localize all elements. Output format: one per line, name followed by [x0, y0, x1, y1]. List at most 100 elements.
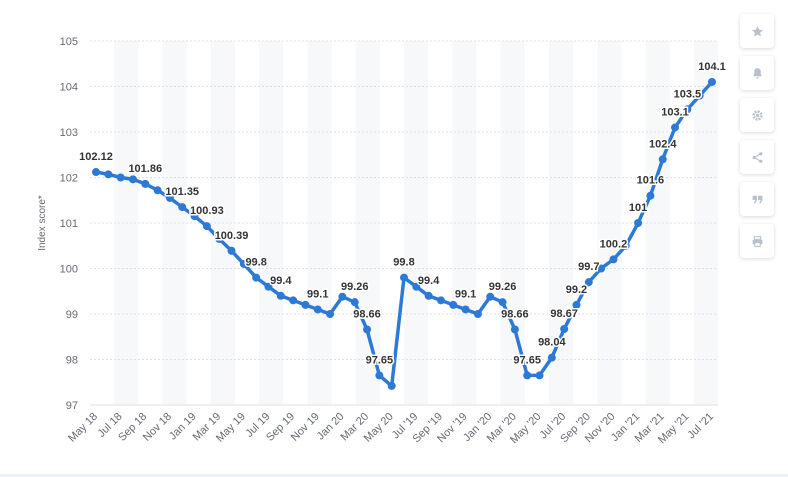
data-point [92, 168, 100, 177]
data-label: 98.66 [501, 308, 529, 320]
data-label: 102.12 [79, 151, 113, 163]
share-button[interactable] [740, 140, 774, 174]
y-tick-label: 103 [60, 127, 78, 139]
plot-band [693, 41, 718, 405]
y-tick-label: 97 [66, 400, 78, 412]
plot-band [597, 41, 622, 405]
plot-band [548, 41, 574, 405]
data-point [400, 273, 408, 282]
data-point [289, 296, 298, 305]
data-point [104, 170, 113, 179]
data-label: 99.1 [307, 288, 328, 300]
plot-band [645, 41, 670, 405]
data-point [658, 155, 667, 164]
y-axis-title: Index score* [37, 195, 48, 251]
data-point [264, 282, 273, 291]
x-tick-label: Jul '21 [685, 411, 716, 442]
data-label: 99.4 [270, 275, 292, 287]
data-label: 99.8 [245, 257, 266, 269]
data-point [646, 191, 655, 200]
data-point [510, 325, 519, 334]
data-point [215, 234, 224, 243]
plot-band [500, 41, 525, 405]
data-point [449, 300, 458, 309]
data-point [621, 241, 630, 250]
data-point [153, 186, 162, 195]
data-point [313, 305, 322, 314]
y-tick-label: 101 [60, 218, 78, 230]
star-icon [751, 25, 763, 36]
data-point [412, 282, 421, 291]
data-point [597, 264, 606, 273]
data-label: 104.1 [698, 61, 726, 73]
data-point [363, 325, 372, 334]
data-point [695, 91, 704, 100]
data-point [523, 371, 532, 380]
data-point [239, 259, 248, 268]
data-point [486, 292, 495, 301]
data-label: 101.6 [637, 175, 665, 187]
data-point [584, 278, 593, 287]
data-point [387, 381, 396, 390]
data-point [326, 310, 335, 318]
data-point [609, 255, 618, 264]
cite-button[interactable] [740, 182, 774, 216]
data-label: 98.67 [550, 308, 578, 320]
data-label: 99.26 [341, 281, 369, 293]
bottom-border [0, 474, 788, 477]
data-label: 99.7 [578, 261, 599, 273]
data-label: 101 [629, 202, 647, 214]
data-label: 102.4 [649, 138, 677, 150]
data-point [116, 173, 125, 182]
data-point [375, 371, 384, 380]
data-point [338, 292, 347, 301]
chart-svg: 97 98 99 100 101 102 103 104 105 Index score* May … [37, 36, 727, 446]
data-point [473, 310, 482, 318]
data-point [141, 179, 150, 188]
plot-band [404, 41, 429, 405]
data-point [202, 222, 211, 231]
data-point [572, 300, 581, 309]
data-label: 99.4 [418, 275, 440, 287]
data-label: 98.04 [538, 337, 566, 349]
data-label: 99.26 [489, 281, 517, 293]
y-tick-label: 104 [60, 82, 78, 94]
share-icon [752, 151, 762, 163]
data-point [436, 296, 445, 305]
data-point [190, 212, 199, 221]
data-point [424, 291, 433, 300]
data-point [634, 219, 643, 227]
data-point [671, 123, 680, 132]
data-label: 99.2 [566, 284, 587, 296]
data-label: 100.2 [600, 238, 628, 250]
print-button[interactable] [740, 224, 774, 258]
data-label: 100.39 [215, 230, 249, 242]
y-tick-label: 99 [66, 309, 78, 321]
data-point [178, 203, 187, 212]
y-tick-label: 98 [66, 355, 78, 367]
data-point [227, 246, 236, 255]
data-point [498, 298, 507, 307]
chart-toolbar [740, 14, 774, 258]
data-point [560, 325, 569, 334]
data-label: 103.1 [661, 106, 689, 118]
plot-band [452, 41, 477, 405]
data-label: 103.5 [674, 88, 702, 100]
data-label: 97.65 [513, 354, 541, 366]
data-label: 99.1 [455, 288, 476, 300]
data-point [708, 77, 716, 86]
line-chart: 97 98 99 100 101 102 103 104 105 Index score* May … [37, 36, 727, 446]
favorite-button[interactable] [740, 14, 774, 48]
data-point [276, 291, 285, 300]
data-label: 100.93 [190, 205, 224, 217]
data-point [252, 273, 261, 282]
data-point [128, 175, 137, 184]
settings-button[interactable] [740, 98, 774, 132]
data-point [350, 298, 359, 307]
data-point [535, 371, 544, 380]
data-point [461, 305, 470, 314]
data-point [683, 105, 692, 114]
data-point [165, 193, 174, 202]
notification-button[interactable] [740, 56, 774, 90]
y-tick-label: 105 [60, 36, 78, 48]
